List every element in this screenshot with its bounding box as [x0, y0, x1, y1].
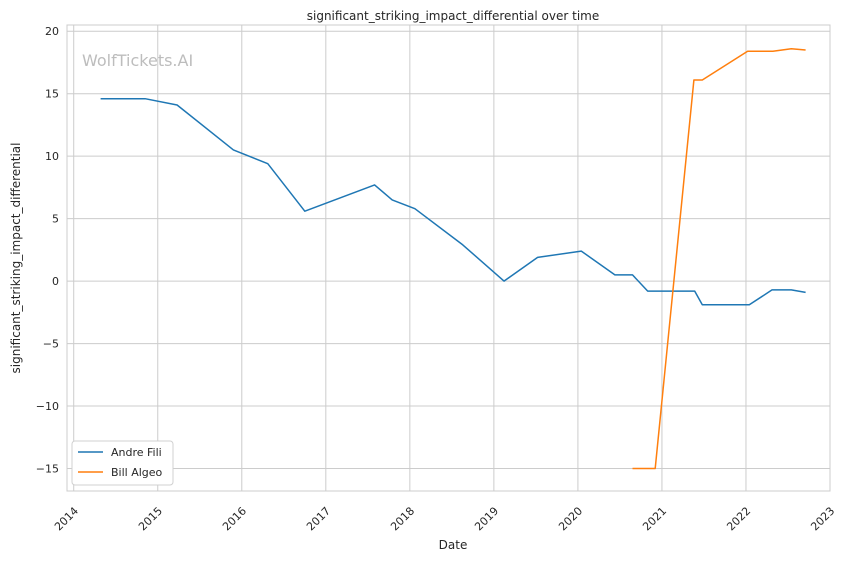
- y-tick-label: −10: [36, 400, 59, 413]
- series-line-bill-algeo: [632, 47, 806, 470]
- x-axis-label: Date: [439, 538, 468, 552]
- y-tick-label: 5: [52, 213, 59, 226]
- grid: [67, 25, 831, 491]
- x-tick-label: 2015: [136, 504, 165, 533]
- x-tick-label: 2019: [472, 504, 501, 533]
- series-group: [100, 47, 806, 470]
- y-tick-label: 0: [52, 275, 59, 288]
- x-tick-label: 2023: [808, 504, 837, 533]
- x-tick-label: 2021: [640, 504, 669, 533]
- x-tick-label: 2022: [724, 504, 753, 533]
- x-ticks: 2014 2015 2016 2017 2018 2019 2020 2021 2022 2023: [52, 504, 837, 533]
- chart-title: significant_striking_impact_differential…: [307, 9, 599, 23]
- y-tick-label: 15: [45, 88, 59, 101]
- legend: Andre Fili Bill Algeo: [71, 440, 174, 486]
- y-axis-label: significant_striking_impact_differential: [9, 143, 23, 374]
- x-tick-label: 2020: [556, 504, 585, 533]
- x-tick-label: 2016: [220, 504, 249, 533]
- y-tick-label: −15: [36, 463, 59, 476]
- plot-frame: [66, 24, 831, 492]
- y-tick-label: 20: [45, 25, 59, 38]
- x-tick-label: 2017: [304, 504, 333, 533]
- watermark: WolfTickets.AI: [82, 51, 193, 70]
- y-ticks: 20 15 10 5 0 −5 −10 −15: [36, 25, 59, 475]
- y-tick-label: −5: [43, 338, 59, 351]
- x-tick-label: 2018: [388, 504, 417, 533]
- y-tick-label: 10: [45, 150, 59, 163]
- x-tick-label: 2014: [52, 504, 81, 533]
- legend-label-bill-algeo: Bill Algeo: [111, 466, 163, 479]
- series-line-andre-fili: [100, 97, 806, 306]
- legend-label-andre-fili: Andre Fili: [111, 446, 162, 459]
